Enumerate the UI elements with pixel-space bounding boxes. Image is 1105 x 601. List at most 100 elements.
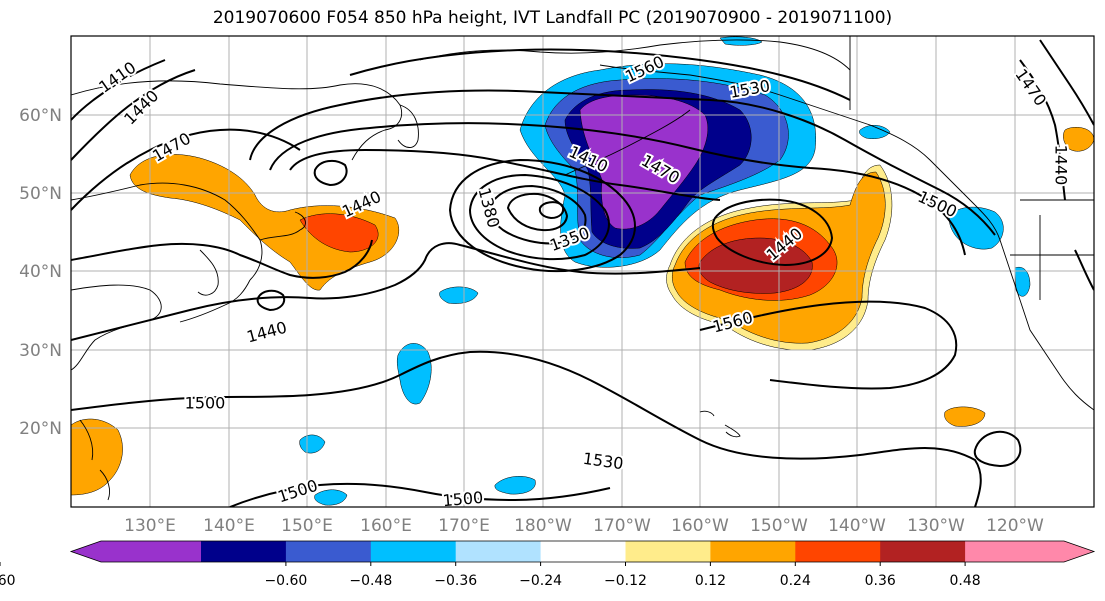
contour-1410-east — [1039, 39, 1094, 126]
contour-label: 1500 — [185, 394, 226, 413]
colorbar-segment — [880, 541, 966, 562]
colorbar-segment — [965, 541, 1094, 562]
longitude-label: 120°W — [986, 516, 1044, 536]
contour-1440-east — [1019, 59, 1066, 201]
colorbar-tick-label: 0.24 — [780, 573, 811, 589]
colorbar-segment — [710, 541, 796, 562]
colorbar-segment — [455, 541, 542, 562]
colorbar-tick-label: −0.24 — [519, 573, 562, 589]
neg-patch-alaska — [859, 125, 891, 139]
longitude-label: 160°E — [360, 516, 412, 536]
pos-anomaly-red-asia — [299, 213, 379, 253]
colorbar-tick-label: 0.12 — [695, 573, 726, 589]
contour-1470-east — [1074, 249, 1094, 291]
contour-1530-south — [71, 350, 982, 507]
longitude-label: 150°E — [281, 516, 333, 536]
contour-1470-ring — [289, 148, 721, 201]
neg-patch-sw — [299, 434, 326, 454]
contour-low-ring-4 — [506, 192, 569, 232]
coast-bc-na — [974, 204, 1094, 411]
coast-japan — [179, 211, 306, 323]
contour-1530-upper — [249, 89, 996, 236]
contour-1410-nw — [71, 59, 166, 121]
colorbar-segment — [540, 541, 626, 562]
colorbar-tick-label: −0.48 — [349, 573, 392, 589]
longitude-label: 140°E — [203, 516, 255, 536]
colorbar-segment — [625, 541, 711, 562]
contour-small-low-japan — [256, 289, 286, 312]
contour-low-ring-2 — [468, 173, 610, 261]
neg-patch-north — [719, 36, 763, 46]
contour-small-high-east — [973, 430, 1022, 468]
pos-anomaly-orange-asia — [129, 154, 400, 291]
colorbar: −0.60 −0.48 −0.36 −0.24 −0.12 0.12 0.24 0.36 0.4… — [0, 540, 1096, 589]
latitude-label: 20°N — [19, 419, 62, 439]
contour-low-ring-3 — [488, 184, 587, 245]
longitude-label: 150°W — [750, 516, 808, 536]
coast-asia-northeast — [71, 80, 403, 161]
latitude-label: 60°N — [19, 106, 62, 126]
pos-patch-tropics — [944, 406, 986, 427]
longitude-label: 130°E — [124, 516, 176, 536]
coast-korea — [197, 249, 219, 296]
colorbar-segment — [795, 541, 881, 562]
contour-1440-ne-high — [711, 198, 834, 267]
longitude-label: 130°W — [907, 516, 965, 536]
latitude-label: 30°N — [19, 341, 62, 361]
coast-kamchatka — [397, 104, 419, 148]
neg-patch-south — [494, 476, 536, 495]
pos-anomaly-firebrick-ne — [698, 237, 813, 294]
contour-1560-south — [699, 300, 958, 390]
contour-1560-north — [349, 48, 851, 101]
graticule — [71, 36, 1094, 507]
neg-patch-dateline — [439, 286, 479, 304]
contour-label: 1500 — [442, 488, 484, 510]
coast-us-interior — [1010, 199, 1094, 300]
longitude-label: 170°W — [593, 516, 651, 536]
longitude-label: 140°W — [828, 516, 886, 536]
colorbar-tick-label: −0.36 — [434, 573, 477, 589]
contour-low-ring-outer — [448, 158, 636, 273]
pos-patch-northeast — [1063, 127, 1094, 152]
neg-patch-south2 — [314, 489, 348, 506]
colorbar-tick-label: 0.60 — [0, 573, 16, 589]
longitude-label: 170°E — [438, 516, 490, 536]
colorbar-tick-label: 0.36 — [865, 573, 896, 589]
contour-1470-nw — [71, 128, 301, 211]
contour-1500-mid — [71, 242, 701, 341]
colorbar-segment — [71, 541, 201, 562]
neg-patch-coast — [1014, 267, 1031, 297]
contour-low-core — [538, 201, 565, 220]
neg-patch-bc — [948, 206, 1004, 250]
contour-1440-nw — [71, 69, 196, 161]
coast-aleutians — [564, 109, 691, 176]
colorbar-outline — [69, 540, 1096, 563]
coast-alaska-gulf — [599, 64, 976, 206]
colorbar-tick-label: −0.12 — [604, 573, 647, 589]
longitude-labels: 130°E 140°E 150°E 160°E 170°E 180°W 170°W 160°W… — [124, 516, 1044, 536]
colorbar-tick-label: −0.60 — [264, 573, 307, 589]
map-title: 2019070600 F054 850 hPa height, IVT Land… — [212, 8, 893, 28]
colorbar-segment — [201, 541, 287, 562]
contour-small-low-west — [313, 159, 348, 187]
colorbar-tick-label: 0.48 — [950, 573, 981, 589]
coast-hawaii — [699, 410, 741, 438]
pos-patch-sw-corner — [71, 418, 123, 496]
colorbar-segment — [285, 541, 372, 562]
latitude-label: 50°N — [19, 184, 62, 204]
latitude-label: 40°N — [19, 262, 62, 282]
height-contours — [71, 39, 1094, 507]
coast-asia-mainland — [71, 182, 263, 281]
contour-1500-upper — [269, 122, 966, 256]
contour-1500-south — [229, 482, 611, 507]
contour-label: 1440 — [1052, 145, 1071, 186]
map-frame — [70, 35, 1095, 508]
longitude-label: 160°W — [671, 516, 729, 536]
coast-philippines — [79, 419, 111, 501]
latitude-labels: 60°N 50°N 40°N 30°N 20°N — [19, 106, 62, 439]
contour-1440-west — [71, 239, 373, 279]
neg-patch-central — [396, 343, 432, 405]
longitude-label: 180°W — [514, 516, 572, 536]
colorbar-segment — [370, 541, 457, 562]
